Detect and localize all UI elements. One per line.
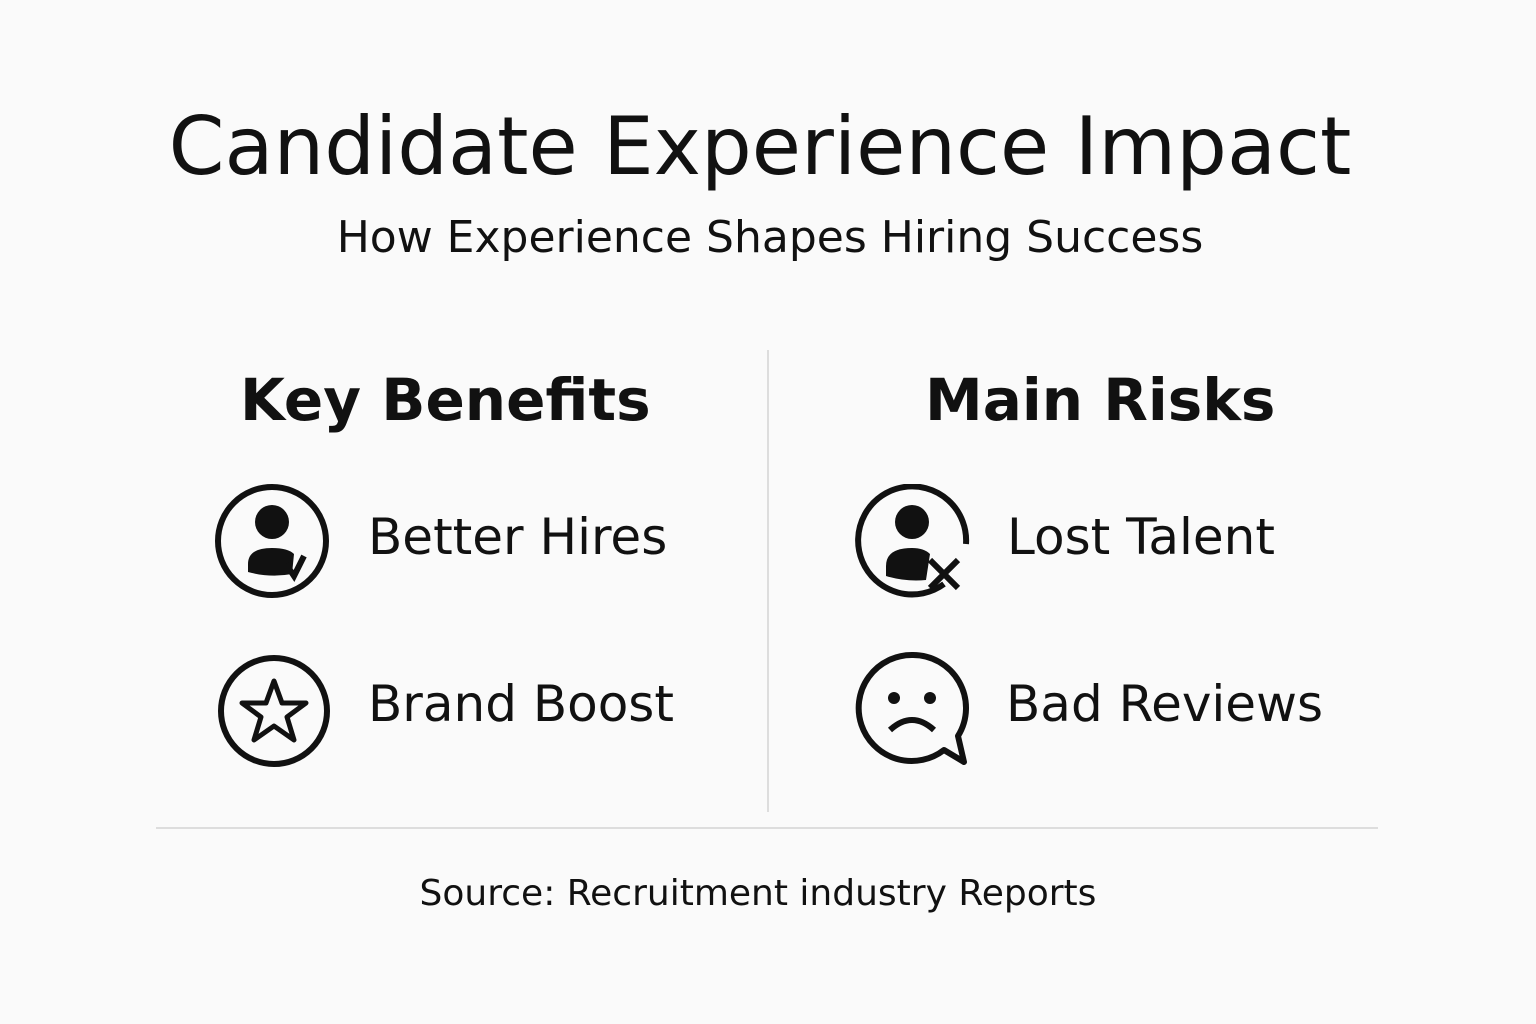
risks-heading: Main Risks xyxy=(925,366,1276,434)
footer-divider xyxy=(156,827,1378,829)
source-note: Source: Recruitment industry Reports xyxy=(419,873,1097,914)
risk-item-label: Bad Reviews xyxy=(1006,675,1324,733)
sad-speech-bubble-icon xyxy=(855,651,970,765)
benefit-item-label: Brand Boost xyxy=(368,675,674,733)
benefits-heading: Key Benefits xyxy=(240,366,651,434)
risk-item-label: Lost Talent xyxy=(1007,508,1275,566)
column-divider xyxy=(767,350,769,812)
person-x-icon xyxy=(855,484,970,598)
subtitle: How Experience Shapes Hiring Success xyxy=(336,212,1204,263)
page-title: Candidate Experience Impact xyxy=(168,100,1352,193)
person-check-icon xyxy=(215,484,329,598)
star-icon xyxy=(218,655,330,767)
benefit-item-label: Better Hires xyxy=(368,508,668,566)
